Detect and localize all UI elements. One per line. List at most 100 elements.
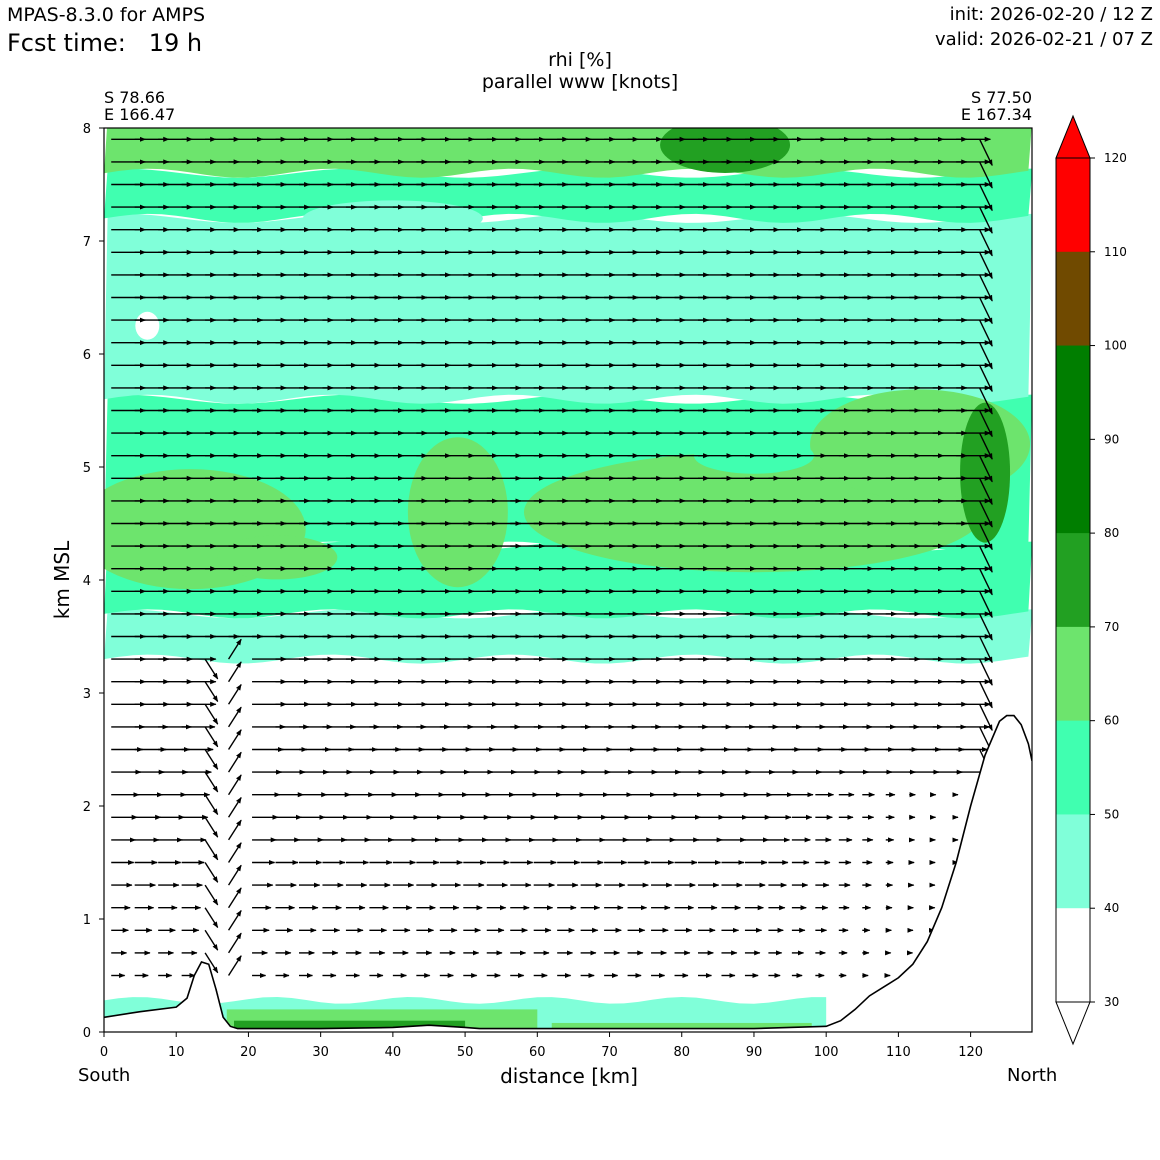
wind-vector bbox=[227, 661, 242, 683]
x-tick-label: 80 bbox=[673, 1045, 690, 1060]
wind-vector bbox=[227, 706, 242, 728]
x-tick-label: 40 bbox=[385, 1045, 402, 1060]
wind-vector bbox=[204, 816, 219, 838]
y-tick-label: 6 bbox=[83, 348, 91, 363]
wind-vector bbox=[979, 410, 993, 438]
colorbar-tick-label: 70 bbox=[1104, 620, 1119, 634]
wind-vector bbox=[227, 955, 242, 976]
wind-vector bbox=[227, 842, 242, 863]
colorbar-tick-label: 30 bbox=[1104, 995, 1119, 1009]
wind-vector bbox=[979, 364, 993, 392]
colorbar-tick-label: 120 bbox=[1104, 151, 1127, 165]
y-tick-label: 3 bbox=[83, 687, 91, 702]
colorbar: 30 40 50 60 70 80 90 100 110 120 bbox=[1055, 114, 1127, 1046]
wind-vector bbox=[979, 297, 993, 325]
rh-patch-70-80-north bbox=[960, 402, 1011, 543]
wind-vector bbox=[204, 658, 219, 680]
colorbar-segment bbox=[1056, 908, 1090, 1003]
wind-vector bbox=[979, 432, 993, 460]
y-tick-label: 8 bbox=[83, 122, 91, 137]
colorbar-segment bbox=[1056, 345, 1090, 440]
wind-vector bbox=[979, 613, 993, 641]
wind-vector bbox=[979, 590, 993, 618]
wind-vector bbox=[204, 726, 219, 748]
wind-vector bbox=[979, 703, 993, 731]
wind-vector bbox=[204, 884, 219, 906]
wind-vector bbox=[979, 523, 993, 551]
wind-vector bbox=[204, 771, 219, 793]
wind-vector bbox=[979, 161, 993, 189]
wind-vector bbox=[227, 774, 242, 796]
wind-vector bbox=[979, 387, 993, 415]
colorbar-segment bbox=[1056, 533, 1090, 628]
y-tick-label: 4 bbox=[83, 574, 91, 589]
colorbar-extend-top bbox=[1055, 114, 1091, 159]
terrain-layer bbox=[104, 714, 1032, 1032]
wind-vector bbox=[204, 794, 219, 816]
y-tick-label: 5 bbox=[83, 461, 91, 476]
colorbar-tick-label: 80 bbox=[1104, 526, 1119, 540]
start-lat: S 78.66 bbox=[104, 88, 166, 107]
south-label: South bbox=[78, 1065, 131, 1086]
chart-title: rhi [%] bbox=[548, 49, 612, 71]
rh-patch-60-70-south-b bbox=[217, 535, 338, 580]
north-label: North bbox=[1007, 1065, 1058, 1086]
rh-patch-60-70-mid bbox=[407, 437, 508, 588]
colorbar-segment bbox=[1056, 251, 1090, 347]
colorbar-segment bbox=[1056, 814, 1090, 909]
rh-fill-layer bbox=[104, 128, 1032, 1029]
colorbar-tick-label: 90 bbox=[1104, 432, 1119, 446]
valid-time: valid: 2026-02-21 / 07 Z bbox=[935, 29, 1153, 50]
colorbar-tick-label: 50 bbox=[1104, 807, 1119, 821]
x-tick-label: 100 bbox=[814, 1045, 839, 1060]
wind-vector bbox=[979, 251, 993, 279]
wind-vector bbox=[204, 862, 219, 883]
colorbar-frame bbox=[1055, 157, 1091, 1003]
forecast-time-label: Fcst time: bbox=[7, 29, 126, 57]
x-tick-label: 120 bbox=[958, 1045, 983, 1060]
wind-vector bbox=[227, 796, 242, 818]
rh-band-40-50-high bbox=[104, 213, 1032, 404]
colorbar-segment bbox=[1056, 439, 1090, 534]
x-tick-label: 20 bbox=[240, 1045, 257, 1060]
wind-vector bbox=[979, 681, 993, 709]
wind-vector bbox=[979, 319, 993, 347]
x-tick-label: 60 bbox=[529, 1045, 546, 1060]
wind-vector bbox=[227, 683, 242, 705]
wind-vector bbox=[204, 703, 219, 725]
colorbar-segment bbox=[1056, 720, 1090, 815]
wind-vector bbox=[979, 636, 993, 664]
forecast-time-value: 19 h bbox=[148, 29, 203, 57]
end-lat: S 77.50 bbox=[970, 88, 1032, 107]
wind-vector bbox=[979, 477, 993, 505]
wind-vector bbox=[979, 138, 993, 166]
colorbar-segment bbox=[1056, 158, 1090, 253]
x-tick-label: 70 bbox=[601, 1045, 618, 1060]
wind-vector bbox=[979, 342, 993, 370]
wind-vector bbox=[227, 932, 242, 954]
wind-vector bbox=[227, 909, 242, 931]
wind-vector bbox=[979, 206, 993, 234]
wind-vector bbox=[979, 229, 993, 257]
x-tick-label: 50 bbox=[457, 1045, 474, 1060]
y-tick-label: 2 bbox=[83, 800, 91, 815]
wind-vector bbox=[204, 749, 219, 770]
x-tick-label: 10 bbox=[168, 1045, 185, 1060]
wind-vector bbox=[979, 545, 993, 573]
colorbar-extend-bottom bbox=[1055, 1001, 1091, 1046]
rh-surface-layer-70-80 bbox=[233, 1020, 466, 1029]
wind-vector bbox=[204, 681, 219, 703]
colorbar-tick-label: 60 bbox=[1104, 714, 1119, 728]
wind-vector bbox=[204, 929, 219, 951]
x-tick-label: 90 bbox=[746, 1045, 763, 1060]
wind-vector bbox=[979, 274, 993, 302]
end-lon: E 167.34 bbox=[960, 105, 1032, 124]
wind-vector bbox=[227, 887, 242, 909]
x-axis-label: distance [km] bbox=[500, 1064, 638, 1088]
start-lon: E 166.47 bbox=[104, 105, 176, 124]
wind-vector bbox=[227, 819, 242, 841]
rh-patch-40-50-upper bbox=[302, 200, 483, 237]
chart-subtitle: parallel www [knots] bbox=[481, 71, 679, 93]
terrain-fill bbox=[104, 715, 1032, 1032]
y-tick-label: 1 bbox=[83, 913, 91, 928]
